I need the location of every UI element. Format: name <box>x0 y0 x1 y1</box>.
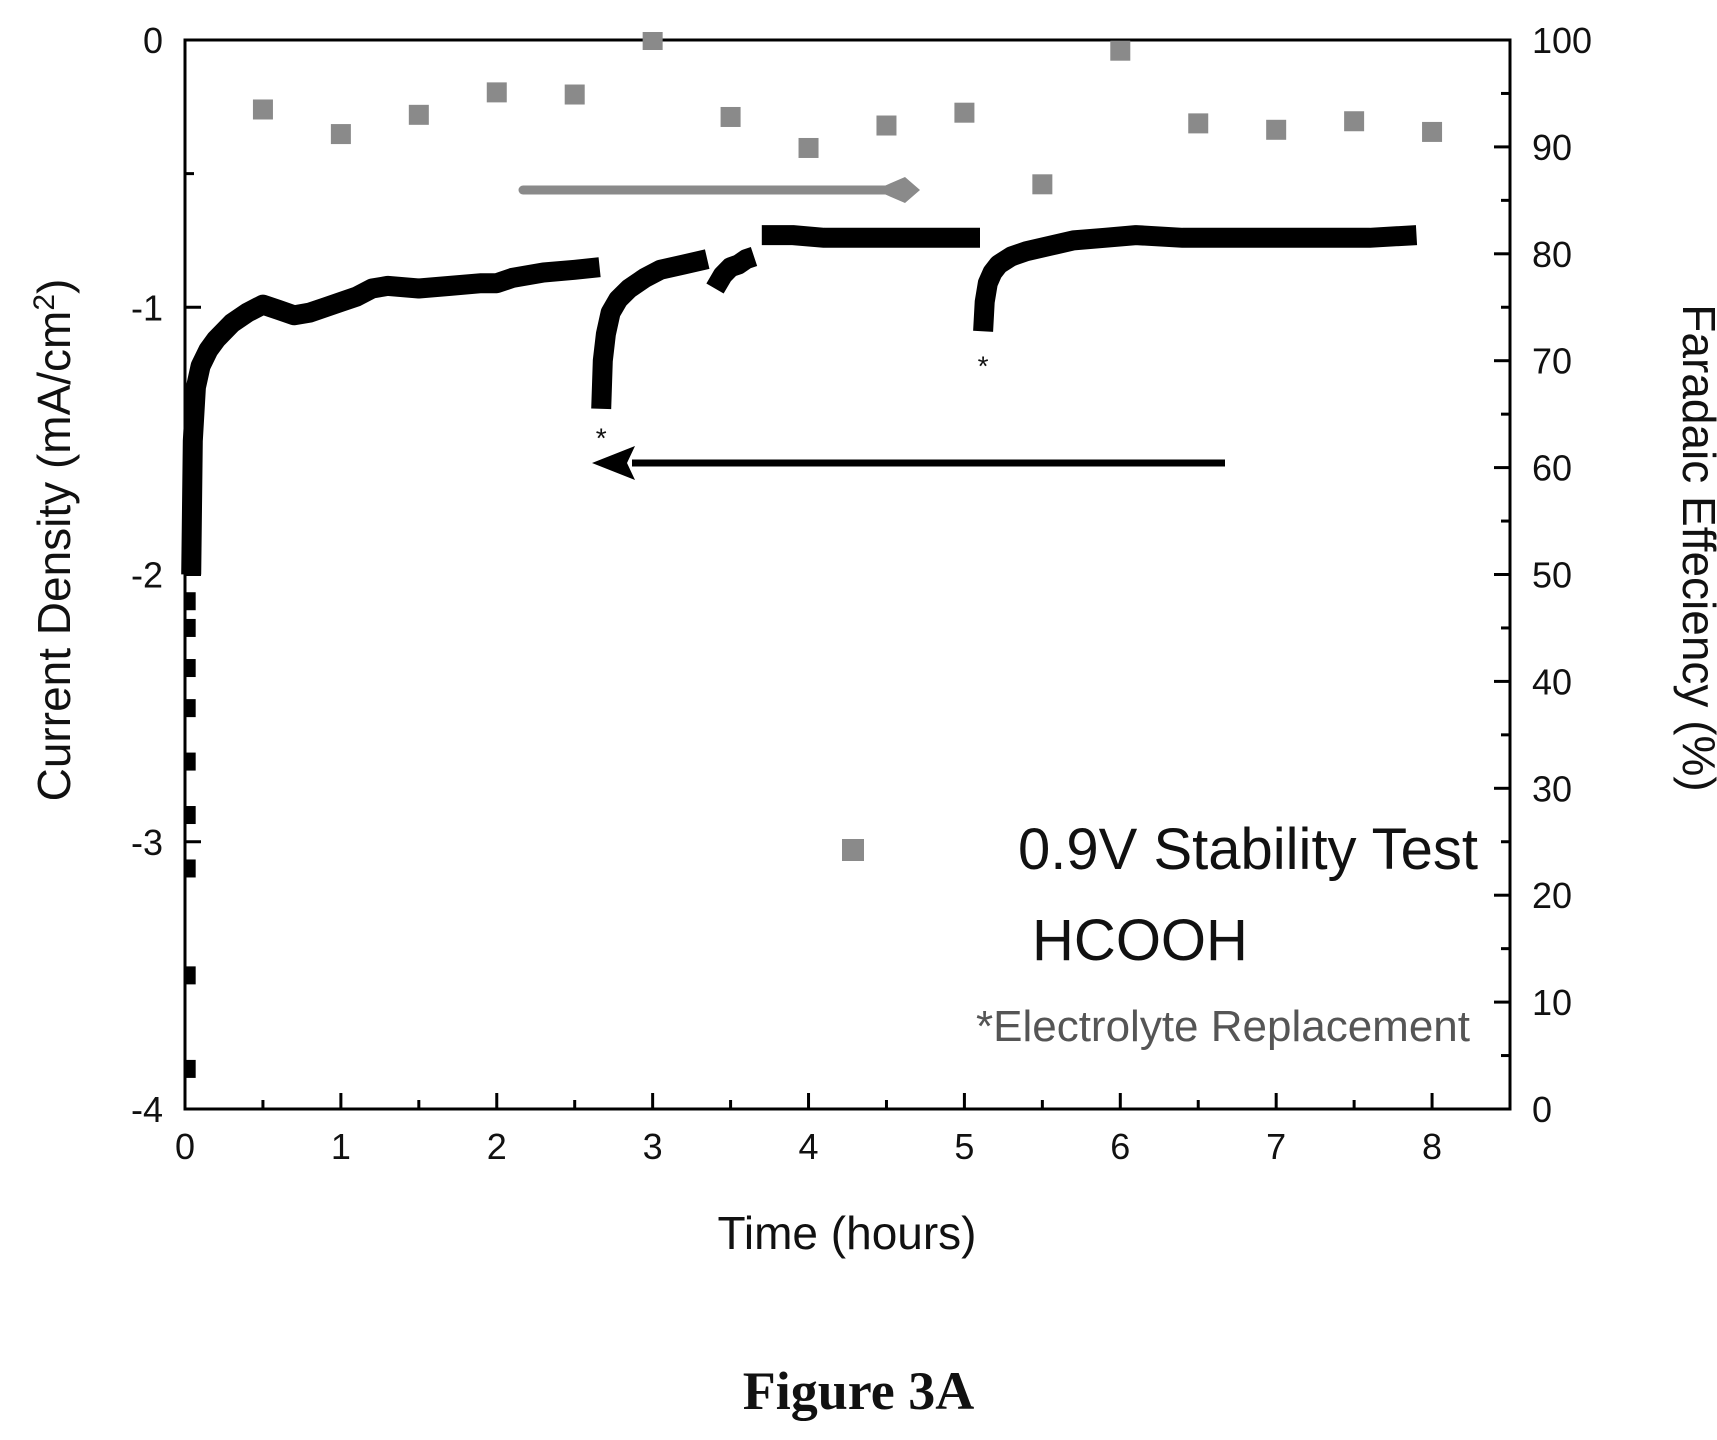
current-density-line <box>591 249 710 410</box>
current-density-point <box>183 659 196 678</box>
y-tick-label: 0 <box>143 20 163 61</box>
current-density-series <box>181 225 1418 1078</box>
x-tick-label: 5 <box>954 1126 974 1167</box>
fe-point <box>330 124 351 145</box>
x-tick-label: 4 <box>799 1126 819 1167</box>
electrolyte-note: *Electrolyte Replacement <box>976 1002 1470 1051</box>
electrolyte-marker: * <box>596 422 607 453</box>
fe-point <box>954 102 975 123</box>
current-density-point <box>183 806 196 825</box>
current-density-line <box>973 225 1418 332</box>
x-tick-label: 8 <box>1422 1126 1442 1167</box>
fe-point <box>1422 121 1443 142</box>
fe-axis-arrow <box>518 177 920 203</box>
x-tick-label: 1 <box>331 1126 351 1167</box>
y-tick-label: -2 <box>131 555 163 596</box>
current-density-point <box>183 618 196 637</box>
fe-point <box>1110 40 1131 61</box>
fe-point <box>486 82 507 103</box>
y2-tick-label: 10 <box>1532 982 1572 1023</box>
y2-tick-label: 30 <box>1532 768 1572 809</box>
fe-point <box>408 104 429 125</box>
current-density-point <box>183 1059 196 1078</box>
fe-point <box>876 115 897 136</box>
y-axis-label-sup: 2 <box>28 294 61 311</box>
annotations: ** <box>596 350 989 453</box>
y-tick-label: -4 <box>131 1089 163 1130</box>
plot-area <box>183 38 1512 1111</box>
figure-caption: Figure 3A <box>742 1361 975 1421</box>
y-axis-label-end: ) <box>28 279 80 294</box>
fe-point <box>642 32 663 50</box>
cd-axis-arrow <box>592 446 1225 480</box>
current-density-line <box>706 247 758 294</box>
cd-arrow-head <box>592 446 635 480</box>
x-tick-label: 6 <box>1110 1126 1130 1167</box>
fe-point <box>252 99 273 120</box>
current-density-point <box>183 699 196 718</box>
faradaic-efficiency-series <box>252 32 1443 195</box>
y2-tick-label: 100 <box>1532 20 1592 61</box>
y-tick-label: -1 <box>131 287 163 328</box>
fe-arrow-head <box>875 177 920 203</box>
axis-tick-labels: 0 1 2 3 4 5 6 7 8 -4 -3 -2 -1 0 0 10 20 30 40 50 60 70 80 90 100 <box>131 20 1592 1167</box>
fe-point <box>1188 113 1209 134</box>
y2-tick-label: 40 <box>1532 661 1572 702</box>
current-density-line <box>761 225 980 248</box>
fe-point <box>798 137 819 158</box>
axis-ticks <box>183 38 1512 1111</box>
y-axis-label-main: Current Density (mA/cm <box>28 311 80 802</box>
y-axis-label: Current Density (mA/cm2) <box>28 279 80 802</box>
legend: 0.9V Stability Test HCOOH *Electrolyte R… <box>842 817 1478 1051</box>
x-tick-label: 7 <box>1266 1126 1286 1167</box>
x-tick-label: 2 <box>487 1126 507 1167</box>
y2-tick-label: 80 <box>1532 234 1572 275</box>
y2-axis-label: Faradaic Effeciency (%) <box>1673 304 1717 791</box>
x-axis-label: Time (hours) <box>718 1207 977 1259</box>
fe-point <box>1032 174 1053 195</box>
y2-tick-label: 20 <box>1532 875 1572 916</box>
fe-point <box>720 106 741 127</box>
current-density-point <box>183 592 196 611</box>
current-density-point <box>183 966 196 985</box>
y-tick-label: -3 <box>131 822 163 863</box>
y2-tick-label: 70 <box>1532 341 1572 382</box>
legend-line-2: HCOOH <box>1032 908 1248 973</box>
legend-square-marker <box>842 839 864 861</box>
y2-tick-label: 60 <box>1532 448 1572 489</box>
fe-point <box>1344 111 1365 132</box>
y2-tick-label: 90 <box>1532 127 1572 168</box>
y2-tick-label: 0 <box>1532 1089 1552 1130</box>
current-density-point <box>183 859 196 878</box>
x-tick-label: 3 <box>643 1126 663 1167</box>
legend-line-1: 0.9V Stability Test <box>1018 817 1478 882</box>
x-tick-label: 0 <box>175 1126 195 1167</box>
y2-tick-label: 50 <box>1532 555 1572 596</box>
electrolyte-marker: * <box>978 350 989 381</box>
current-density-point <box>183 752 196 771</box>
plot-border <box>183 38 1512 1111</box>
fe-point <box>564 84 585 105</box>
current-density-line <box>181 257 601 575</box>
fe-point <box>1266 119 1287 140</box>
